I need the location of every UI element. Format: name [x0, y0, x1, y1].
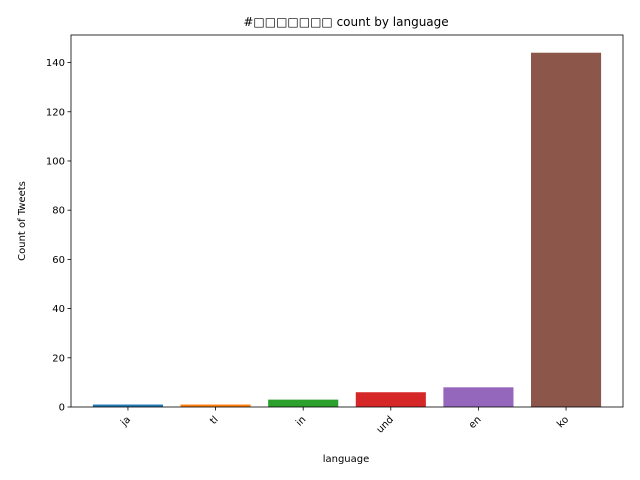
y-tick-label: 0	[59, 403, 65, 414]
y-axis-label: Count of Tweets	[17, 181, 28, 261]
y-tick-label: 100	[46, 156, 65, 167]
y-tick-label: 20	[52, 353, 65, 364]
bar-en	[443, 387, 514, 407]
x-axis-label: language	[323, 454, 370, 465]
bar-ko	[531, 52, 602, 407]
y-tick-label: 80	[52, 206, 65, 217]
bar-in	[268, 399, 339, 407]
y-axis-ticks: 0 20 40 60 80 100 120 140	[46, 58, 71, 414]
bar-tl	[180, 404, 251, 407]
y-tick-label: 140	[46, 58, 65, 69]
y-tick-label: 40	[52, 304, 65, 315]
y-tick-label: 120	[46, 107, 65, 118]
y-tick-label: 60	[52, 255, 65, 266]
plot-frame	[70, 34, 624, 408]
bar-und	[355, 392, 426, 407]
bar-ja	[92, 404, 163, 407]
bars-group	[92, 52, 602, 407]
chart-title: #□□□□□□□ count by language	[243, 15, 448, 29]
